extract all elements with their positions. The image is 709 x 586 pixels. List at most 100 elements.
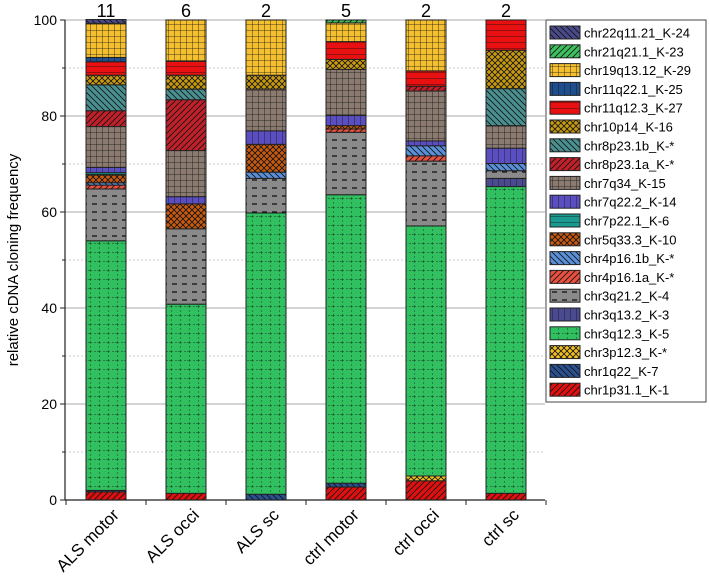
legend-swatch <box>549 213 581 228</box>
count-label: 2 <box>261 1 271 21</box>
legend-label: chr7q22.2_K-14 <box>584 195 677 210</box>
bar-segment <box>85 491 127 501</box>
legend-item: chr21q21.1_K-23 <box>549 44 684 59</box>
bar-segment <box>85 84 127 112</box>
bar-segment <box>485 125 527 149</box>
bar-segment <box>485 492 527 501</box>
y-axis-label: relative cDNA cloning frequency <box>5 153 22 366</box>
bar-segment <box>485 186 527 494</box>
bar-segment <box>85 22 127 58</box>
legend-swatch <box>549 251 581 266</box>
legend-item: chr7q34_K-15 <box>549 175 666 191</box>
bar-segment <box>245 130 287 145</box>
bar-segment <box>85 184 127 190</box>
legend-swatch <box>549 63 581 78</box>
legend-item: chr8p23.1a_K-* <box>549 157 674 172</box>
bar-segment <box>405 85 447 92</box>
bar-segment <box>165 99 207 152</box>
legend-label: chr5q33.3_K-10 <box>584 232 677 247</box>
bar-segment <box>405 160 447 227</box>
y-tick-label: 0 <box>49 492 57 508</box>
bar-segment <box>405 145 447 157</box>
legend-item: chr3q12.3_K-5 <box>549 326 669 341</box>
bar-segment <box>85 61 127 76</box>
legend-label: chr3q21.2_K-4 <box>584 289 669 304</box>
legend-label: chr3p12.3_K-* <box>584 345 667 360</box>
bar-segment <box>405 475 447 482</box>
bar-ctrl-occi <box>405 19 447 501</box>
legend-label: chr7q34_K-15 <box>584 176 666 191</box>
bar-segment <box>405 70 447 87</box>
legend-label: chr7p22.1_K-6 <box>584 214 669 229</box>
bar-segment <box>405 140 447 147</box>
bar-segment <box>325 22 367 43</box>
legend-swatch <box>549 326 581 341</box>
legend-label: chr1p31.1_K-1 <box>584 383 669 398</box>
count-label: 5 <box>341 1 351 21</box>
bar-segment <box>325 486 367 501</box>
bar-segment <box>245 143 287 173</box>
legend-item: chr22q11.21_K-24 <box>549 25 690 41</box>
bar-segment <box>85 166 127 174</box>
bar-segment <box>85 19 127 24</box>
legend-swatch <box>549 194 581 209</box>
bar-als-motor <box>85 19 127 501</box>
legend-swatch <box>549 288 581 303</box>
legend-swatch <box>549 81 581 96</box>
bar-ctrl-motor <box>325 19 367 501</box>
legend-label: chr3q12.3_K-5 <box>584 326 669 341</box>
legend-swatch <box>549 232 581 247</box>
bar-segment <box>325 131 367 196</box>
y-tick-label: 100 <box>34 12 58 28</box>
bar-segment <box>165 60 207 76</box>
legend-swatch <box>549 138 581 153</box>
bar-segment <box>485 177 527 188</box>
bar-segment <box>325 41 367 60</box>
bar-segment <box>245 19 287 76</box>
y-tick-label: 20 <box>41 396 57 412</box>
bar-segment <box>245 212 287 495</box>
bar-segment <box>245 177 287 214</box>
legend-label: chr4p16.1b_K-* <box>584 251 674 266</box>
legend-swatch <box>549 119 581 134</box>
bar-segment <box>85 74 127 86</box>
legend-label: chr10p14_K-16 <box>584 120 673 135</box>
legend-item: chr11q12.3_K-27 <box>549 100 683 116</box>
bar-segment <box>85 188 127 242</box>
legend-item: chr7q22.2_K-14 <box>549 194 677 210</box>
bar-als-occi <box>165 19 207 501</box>
bar-segment <box>165 19 207 62</box>
bar-segment <box>165 196 207 205</box>
bar-segment <box>405 90 447 142</box>
x-tick-label: ctrl motor <box>299 505 363 569</box>
bar-segment <box>165 150 207 198</box>
legend-swatch <box>549 44 581 59</box>
bar-segment <box>165 203 207 230</box>
legend-item: chr11q22.1_K-25 <box>549 81 683 97</box>
count-label: 2 <box>501 1 511 21</box>
y-tick-label: 80 <box>41 108 57 124</box>
legend-swatch <box>549 269 581 284</box>
bars: 11 ALS motor 6 ALS occi 2 ALS sc 5 ctrl motor 2 c… <box>53 1 527 576</box>
legend-swatch <box>549 345 581 360</box>
bar-segment <box>245 88 287 132</box>
bar-segment <box>165 303 207 494</box>
bar-segment <box>485 170 527 179</box>
x-tick-label: ALS occi <box>142 505 203 566</box>
bar-segment <box>85 56 127 63</box>
bar-segment <box>325 482 367 488</box>
gridlines <box>65 19 545 453</box>
bar-segment <box>325 128 367 133</box>
bar-segment <box>325 68 367 117</box>
bar-segment <box>405 155 447 162</box>
legend-label: chr11q22.1_K-25 <box>584 82 683 97</box>
legend-swatch <box>549 175 581 190</box>
legend-item: chr19q13.12_K-29 <box>549 63 691 78</box>
axes: 0 20 40 60 80 100 <box>34 12 547 508</box>
legend-item: chr3q21.2_K-4 <box>549 288 669 304</box>
bar-segment <box>325 19 367 24</box>
legend-swatch <box>549 157 581 172</box>
count-label: 6 <box>181 1 191 21</box>
bar-ctrl-sc <box>485 19 527 501</box>
legend-item: chr4p16.1b_K-* <box>549 251 674 266</box>
